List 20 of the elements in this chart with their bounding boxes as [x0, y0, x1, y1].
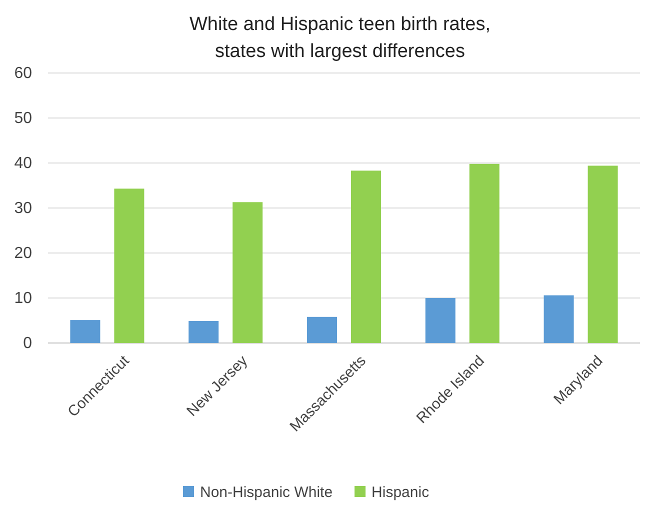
- y-tick-label: 10: [14, 290, 32, 308]
- y-tick-label: 0: [23, 335, 32, 352]
- bar: [469, 164, 500, 343]
- bar: [307, 316, 337, 343]
- bar: [70, 320, 100, 343]
- bar: [544, 295, 574, 343]
- bar: [588, 166, 618, 343]
- y-tick-label: 50: [14, 110, 32, 128]
- y-tick-label: 30: [14, 200, 32, 218]
- bar: [351, 170, 381, 343]
- legend-label: Non-Hispanic White: [200, 484, 333, 501]
- bar: [188, 320, 219, 343]
- bar: [232, 202, 263, 343]
- y-tick-label: 60: [14, 65, 32, 82]
- legend-label: Hispanic: [372, 484, 430, 501]
- y-tick-label: 40: [14, 155, 32, 172]
- y-tick-label: 20: [14, 245, 32, 262]
- bar: [425, 298, 456, 343]
- bar: [114, 188, 144, 343]
- chart-title: White and Hispanic teen birth rates, states with largest differences: [190, 14, 490, 62]
